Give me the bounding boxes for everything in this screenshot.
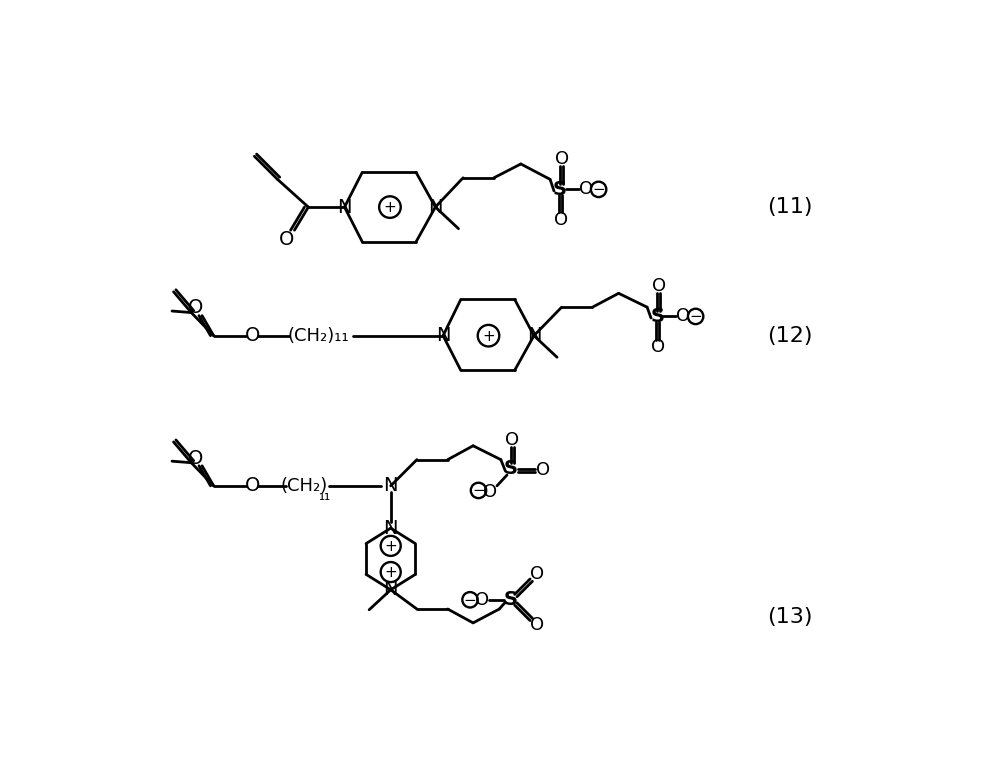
Text: O: O	[650, 338, 665, 356]
Text: S: S	[503, 591, 517, 609]
Text: +: +	[483, 328, 495, 344]
Text: O: O	[188, 449, 203, 468]
Text: −: −	[689, 310, 702, 324]
Text: N: N	[436, 326, 451, 345]
Text: N: N	[429, 198, 443, 217]
Text: (12): (12)	[767, 326, 812, 345]
Text: O: O	[553, 211, 568, 229]
Text: N: N	[384, 580, 398, 599]
Text: (13): (13)	[767, 607, 812, 627]
Text: O: O	[529, 616, 544, 634]
Text: ₁₁: ₁₁	[319, 487, 331, 503]
Text: O: O	[279, 230, 295, 249]
Text: O: O	[188, 299, 203, 317]
Text: (CH₂)₁₁: (CH₂)₁₁	[288, 327, 350, 345]
Text: O: O	[529, 566, 544, 584]
Text: (11): (11)	[767, 197, 812, 217]
Text: +: +	[385, 539, 397, 554]
Text: O: O	[245, 476, 260, 495]
Text: N: N	[384, 476, 398, 495]
Text: O: O	[579, 180, 593, 199]
Text: S: S	[503, 459, 517, 478]
Text: S: S	[650, 307, 664, 326]
Text: O: O	[245, 326, 260, 345]
Text: N: N	[526, 326, 541, 345]
Text: S: S	[553, 180, 567, 199]
Text: −: −	[464, 593, 477, 608]
Text: O: O	[505, 431, 519, 449]
Text: N: N	[338, 198, 352, 217]
Text: +: +	[384, 200, 397, 215]
Text: O: O	[536, 462, 550, 480]
Text: O: O	[483, 483, 498, 501]
Text: O: O	[651, 276, 665, 295]
Text: −: −	[473, 483, 485, 498]
Text: −: −	[592, 182, 605, 197]
Text: (CH₂): (CH₂)	[281, 476, 328, 495]
Text: O: O	[554, 150, 568, 168]
Text: N: N	[384, 518, 398, 538]
Text: O: O	[676, 307, 690, 325]
Text: +: +	[385, 565, 397, 580]
Text: O: O	[475, 591, 489, 609]
